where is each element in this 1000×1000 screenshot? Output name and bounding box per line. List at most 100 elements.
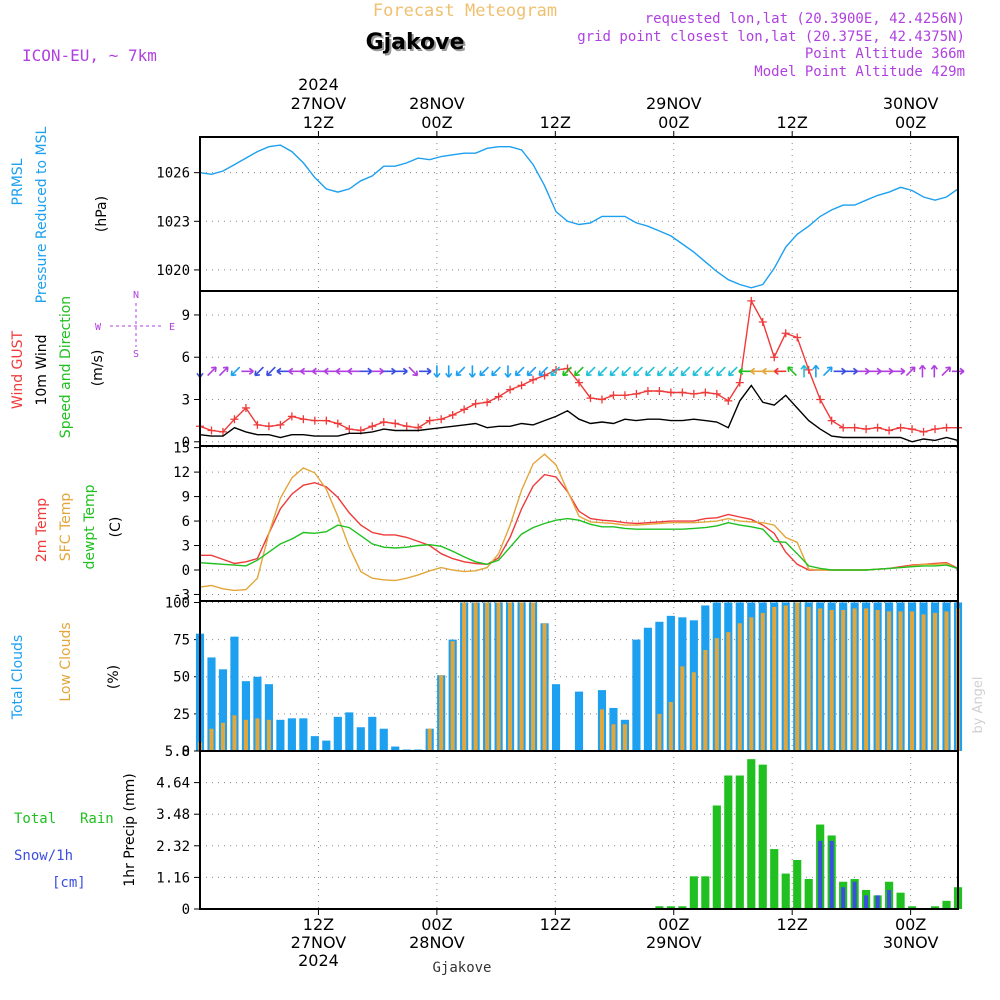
wind-gust-label: Wind GUST	[10, 330, 26, 409]
wind-direction-arrow	[288, 367, 301, 375]
requested-coords: requested lon,lat (20.3900E, 42.4256N)	[645, 11, 965, 27]
precip-bar-snow-1h	[875, 895, 880, 909]
watermark: by Angel	[971, 676, 986, 733]
clouds-bar-low-clouds	[691, 672, 696, 751]
clouds-bar-total-clouds	[379, 728, 388, 751]
clouds-bar-total-clouds	[333, 716, 342, 751]
wind-direction-arrow	[738, 367, 751, 375]
wind-direction-arrow	[371, 367, 385, 375]
wind-direction-arrow	[597, 366, 608, 377]
clouds-bar-low-clouds	[232, 715, 237, 751]
precip-ytick-label: 3.48	[156, 807, 190, 823]
wind-direction-arrow	[254, 366, 264, 377]
wind-direction-arrow	[359, 367, 373, 375]
wind-gust-marker	[908, 425, 917, 434]
wind-gust-marker	[425, 416, 434, 425]
total-clouds-label: Total Clouds	[10, 635, 26, 720]
wind-direction-arrow	[869, 367, 882, 375]
temperature-frame	[199, 445, 959, 602]
clouds-bar-low-clouds	[243, 719, 248, 751]
wind-panel: 0 3 6 9	[182, 290, 965, 451]
wind-direction-arrow	[845, 367, 858, 375]
clouds-bar-low-clouds	[932, 612, 938, 751]
clouds-bar-low-clouds	[485, 602, 490, 751]
top-axis-label: 00Z	[895, 113, 926, 132]
wind-gust-marker	[333, 419, 342, 428]
precip-ytick-label: 5.8	[165, 744, 190, 760]
clouds-bar-total-clouds	[345, 712, 354, 751]
wind-direction-arrow	[514, 366, 525, 377]
pressure-ytick-label: 1020	[156, 263, 190, 279]
wind-direction-arrow	[773, 367, 787, 375]
clouds-bar-low-clouds	[852, 608, 857, 751]
wind-gust-marker	[483, 398, 492, 407]
wind-gust-marker	[862, 425, 871, 434]
clouds-bar-low-clouds	[703, 650, 708, 751]
temperature-ytick-label: 6	[182, 514, 190, 530]
clouds-ytick-label: 100	[165, 595, 190, 611]
wind-direction-arrow	[800, 364, 808, 378]
top-axis-label: 12Z	[540, 113, 571, 132]
wind-gust-marker	[678, 388, 687, 397]
precip-bar-snow-1h	[818, 840, 823, 909]
clouds-bar-total-clouds	[253, 676, 262, 751]
wind-direction-arrow	[621, 366, 632, 377]
wind-ytick-label: 3	[182, 393, 190, 409]
wind-gust-marker	[253, 420, 262, 429]
precip-ytick-label: 0	[182, 902, 190, 918]
clouds-bar-low-clouds	[450, 641, 455, 751]
clouds-bar-low-clouds	[714, 638, 719, 751]
wind-direction-arrow	[266, 366, 276, 377]
wind-gust-marker	[299, 415, 308, 424]
wind-direction-arrow	[335, 367, 349, 375]
clouds-ytick-label: 50	[173, 670, 190, 686]
precip-bar-rain	[724, 775, 733, 909]
pressure-labels: PRMSL Pressure Reduced to MSL (hPa)	[10, 126, 110, 303]
clouds-bar-low-clouds	[806, 606, 811, 751]
wind-gust-marker	[735, 378, 744, 387]
clouds-bar-low-clouds	[864, 608, 869, 751]
clouds-bar-low-clouds	[772, 606, 777, 751]
precip-bar-rain	[942, 900, 951, 909]
bottom-axis-label: 12Z	[540, 915, 571, 934]
precip-unit-label: 1hr Precip (mm)	[122, 773, 138, 886]
wind-gust-marker	[793, 333, 802, 342]
clouds-bar-total-clouds	[207, 657, 216, 751]
wind-gust-marker	[931, 425, 940, 434]
clouds-bar-low-clouds	[783, 605, 788, 751]
clouds-bar-total-clouds	[264, 684, 273, 751]
wind-gust-marker	[368, 422, 377, 431]
wind-direction-arrow	[323, 367, 337, 375]
wind-gust-marker	[448, 411, 457, 419]
wind-direction-arrow	[727, 366, 738, 377]
temperature-line-2m-temp	[200, 473, 959, 571]
clouds-panel: 0 25 50 75 100	[165, 595, 963, 760]
clouds-bar-total-clouds	[287, 718, 296, 751]
wind-gust-marker	[460, 405, 469, 414]
clouds-bar-total-clouds	[666, 615, 675, 751]
wind-direction-arrow	[230, 366, 241, 377]
top-axis-label: 12Z	[777, 113, 808, 132]
wind-gust-marker	[655, 387, 664, 396]
temperature-panel: -3 0 3 6 9 12 15	[173, 441, 959, 603]
wind-gust-marker	[207, 426, 216, 435]
temperature-ytick-label: 12	[173, 465, 190, 481]
wind-gust-marker	[689, 389, 698, 398]
wind-direction-arrow	[504, 365, 512, 378]
clouds-bar-low-clouds	[496, 602, 501, 751]
cloud-unit-label: (%)	[106, 665, 122, 689]
wind-direction-arrow	[716, 366, 726, 377]
wind-direction-arrow	[433, 365, 441, 378]
precip-panel: 0 1.16 2.32 3.48 4.64 5.8	[156, 744, 963, 918]
wind-gust-marker	[506, 385, 515, 394]
wind-gust-marker	[712, 389, 721, 398]
wind-gust-marker	[919, 427, 928, 436]
wind-gust-marker	[827, 416, 836, 425]
precip-cm-label: [cm]	[52, 875, 86, 891]
wind-direction-arrow	[930, 364, 938, 378]
clouds-bar-low-clouds	[622, 724, 627, 751]
wind-gust-marker	[850, 423, 859, 432]
clouds-bar-total-clouds	[230, 636, 239, 751]
wind-direction-arrow	[276, 367, 289, 375]
